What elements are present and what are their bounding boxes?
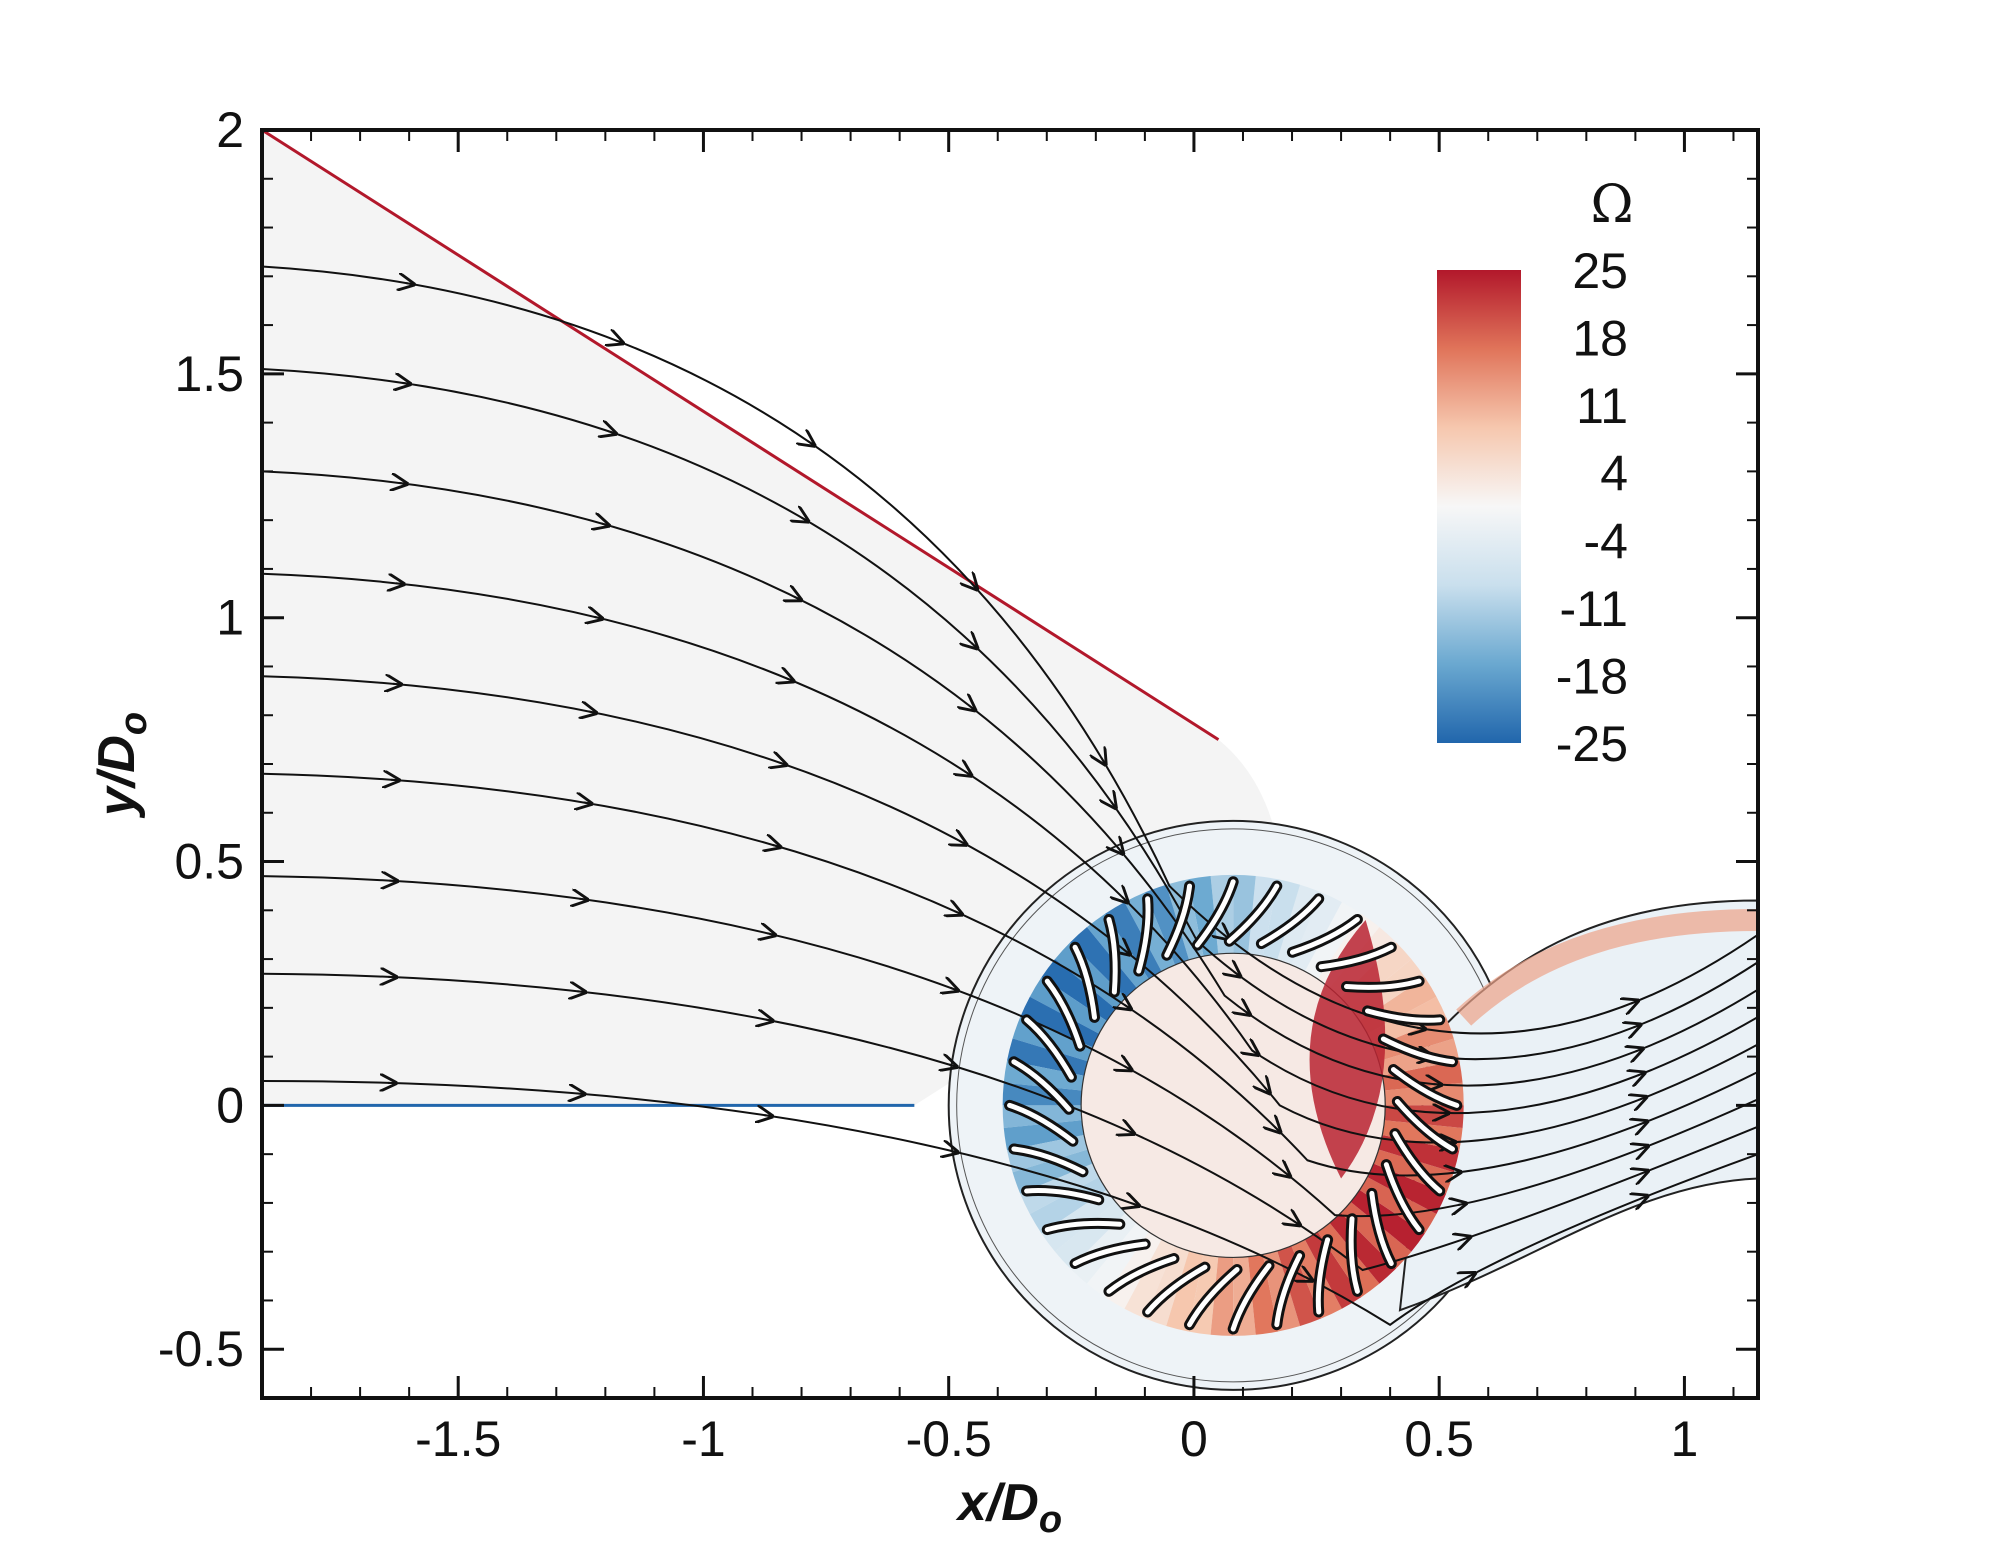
streamline-arrow bbox=[577, 991, 583, 992]
y-tick-label: 1.5 bbox=[174, 346, 244, 402]
x-tick-label: -0.5 bbox=[906, 1411, 992, 1467]
y-tick-label: 1 bbox=[216, 590, 244, 646]
streamline-arrow bbox=[1417, 1028, 1423, 1029]
streamline-arrow bbox=[1458, 1204, 1464, 1205]
streamline-arrow bbox=[393, 684, 399, 685]
streamline-arrow bbox=[765, 1019, 771, 1020]
streamline-arrow bbox=[396, 583, 402, 584]
colorbar-label: -18 bbox=[1556, 648, 1628, 704]
streamline-arrow bbox=[577, 1093, 583, 1094]
colorbar-label: 4 bbox=[1600, 446, 1628, 502]
streamline-arrow bbox=[406, 283, 412, 284]
x-tick-label: 0.5 bbox=[1404, 1411, 1474, 1467]
y-axis-title: y/Do bbox=[88, 712, 155, 819]
flow-domain bbox=[262, 130, 1758, 1390]
y-tick-label: 0.5 bbox=[174, 834, 244, 890]
x-tick-label: -1 bbox=[681, 1411, 725, 1467]
streamline-arrow bbox=[595, 617, 601, 618]
colorbar-title: Ω bbox=[1590, 175, 1633, 235]
colorbar-label: -11 bbox=[1559, 581, 1628, 637]
y-tick-label: -0.5 bbox=[158, 1321, 244, 1377]
x-tick-label: 0 bbox=[1180, 1411, 1208, 1467]
x-axis-title: x/Do bbox=[955, 1474, 1062, 1541]
streamline-arrow bbox=[402, 383, 408, 384]
x-tick-label: -1.5 bbox=[415, 1411, 501, 1467]
streamline-arrow bbox=[950, 1151, 956, 1152]
colorbar-label: 25 bbox=[1572, 243, 1628, 299]
x-tick-label: 1 bbox=[1671, 1411, 1699, 1467]
y-tick-label: 2 bbox=[216, 102, 244, 158]
streamline-arrow bbox=[1453, 1172, 1459, 1173]
colorbar-label: 18 bbox=[1572, 311, 1628, 367]
colorbar-label: -25 bbox=[1556, 716, 1628, 772]
y-tick-label: 0 bbox=[216, 1077, 244, 1133]
streamline-arrow bbox=[588, 711, 594, 712]
plot-content bbox=[262, 130, 1758, 1390]
streamline-arrow bbox=[580, 899, 586, 900]
colorbar-labels: 25 18 11 4 -4 -11 -18 -25 bbox=[1556, 243, 1628, 772]
colorbar-gradient bbox=[1437, 270, 1521, 743]
streamline-arrow bbox=[616, 340, 622, 342]
streamline-arrow bbox=[808, 441, 813, 444]
streamline-arrow bbox=[399, 483, 405, 484]
colorbar-label: -4 bbox=[1584, 513, 1628, 569]
streamline-arrow bbox=[767, 933, 773, 934]
streamline-arrow bbox=[764, 1115, 770, 1116]
streamline-arrow bbox=[584, 802, 590, 803]
colorbar-legend: Ω 25 18 11 4 -4 -11 -18 -25 bbox=[1437, 175, 1634, 772]
colorbar-label: 11 bbox=[1576, 378, 1628, 434]
